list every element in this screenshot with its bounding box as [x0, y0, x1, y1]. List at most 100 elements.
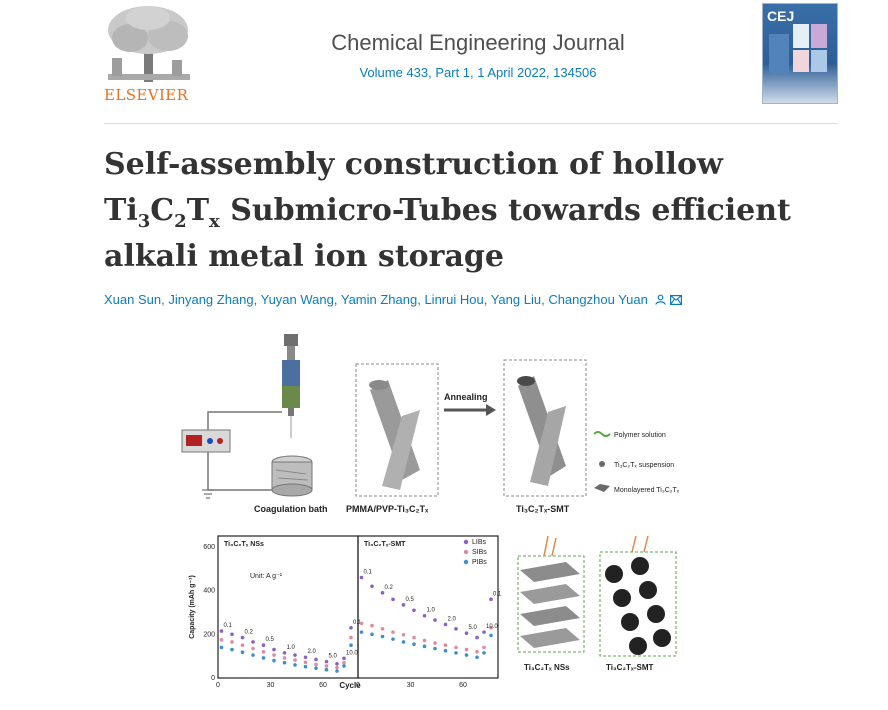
x-tick-label: 0: [356, 682, 360, 689]
data-point-sibs: [475, 649, 479, 654]
data-point-sibs: [380, 627, 385, 631]
data-point-sibs: [272, 653, 276, 657]
rate-label: 1.0: [427, 608, 436, 614]
graphical-abstract[interactable]: Coagulation bath PMMA/PVP-Ti₃C₂Tₓ Anneal…: [174, 330, 714, 710]
rate-label: 0.1: [364, 570, 373, 576]
envelope-icon[interactable]: [670, 293, 683, 308]
legend-marker-pibs: [463, 559, 469, 565]
author-link[interactable]: Yang Liu: [490, 292, 542, 307]
data-point-libs: [443, 622, 448, 627]
data-point-sibs: [359, 621, 364, 626]
smt-frame: [503, 359, 587, 497]
author-link[interactable]: Yuyan Wang: [260, 292, 334, 307]
data-point-sibs: [433, 641, 437, 645]
article-title: Self-assembly construction of hollow Ti3…: [104, 147, 791, 274]
data-point-pibs: [475, 655, 479, 660]
data-point-libs: [433, 618, 437, 622]
data-point-sibs: [293, 658, 297, 662]
data-point-libs: [454, 627, 458, 631]
data-point-sibs: [422, 638, 427, 643]
rate-label: 5.0: [469, 625, 478, 631]
data-point-libs: [293, 653, 297, 657]
author-link[interactable]: Linrui Hou: [424, 292, 484, 307]
data-point-libs: [380, 591, 385, 595]
data-point-pibs: [422, 644, 427, 649]
person-icon[interactable]: [655, 293, 667, 308]
data-point-pibs: [240, 650, 245, 655]
panel-right-title: Ti₃C₂Tₓ-SMT: [364, 541, 406, 548]
rate-label: 0.2: [245, 630, 254, 636]
data-point-pibs: [391, 637, 395, 641]
label-smt-array: Ti₃C₂Tₓ-SMT: [606, 663, 653, 672]
rate-label: 2.0: [448, 616, 457, 622]
x-tick-label: 60: [459, 682, 467, 689]
data-point-libs: [303, 655, 308, 660]
rate-label: 0.1: [353, 620, 362, 626]
data-point-libs: [335, 662, 339, 666]
volume-link[interactable]: Volume 433, Part 1: [359, 65, 471, 80]
data-point-pibs: [489, 633, 493, 638]
coagulation-bath-illustration: [271, 455, 313, 497]
rate-label: 0.5: [406, 597, 415, 603]
rate-label: 5.0: [329, 654, 338, 660]
data-point-sibs: [219, 637, 224, 642]
data-point-pibs: [314, 666, 318, 670]
data-point-pibs: [412, 642, 416, 646]
pmma-fiber-illustration: [369, 380, 420, 490]
x-tick-label: 60: [319, 682, 327, 689]
data-point-pibs: [303, 664, 308, 669]
label-pmma: PMMA/PVP-Ti₃C₂Tₓ: [346, 504, 429, 514]
label-smt: Ti₃C₂Tₓ-SMT: [516, 504, 570, 514]
data-point-libs: [412, 608, 416, 613]
data-point-pibs: [282, 660, 287, 665]
header-divider: [104, 123, 838, 124]
pmma-frame: [355, 363, 439, 497]
data-point-pibs: [370, 632, 374, 637]
smt-array-illustration: [599, 535, 677, 657]
legend-label: LIBs: [472, 539, 487, 546]
legend-polymer-swatch: [593, 431, 611, 437]
data-point-sibs: [370, 623, 374, 628]
data-point-libs: [482, 630, 486, 634]
rate-label: 0.5: [266, 637, 275, 643]
author-link[interactable]: Changzhou Yuan: [548, 292, 648, 307]
rate-label: 10.0: [346, 650, 358, 656]
x-tick-label: 30: [267, 682, 275, 689]
author-link[interactable]: Jinyang Zhang: [168, 292, 254, 307]
data-point-libs: [230, 632, 234, 637]
rate-label: 2.0: [308, 649, 317, 655]
author-link[interactable]: Xuan Sun: [104, 292, 162, 307]
data-point-sibs: [324, 664, 329, 668]
data-point-libs: [475, 635, 479, 640]
data-point-sibs: [335, 665, 339, 670]
data-point-libs: [464, 631, 469, 636]
author-link[interactable]: Yamin Zhang: [340, 292, 418, 307]
legend-mono: Monolayered Ti₃C₂Tₓ: [614, 487, 680, 494]
y-tick-label: 200: [203, 631, 215, 638]
data-point-sibs: [454, 645, 458, 650]
cover-abbrev: CEJ: [767, 8, 795, 24]
data-point-pibs: [359, 630, 364, 634]
data-point-sibs: [443, 643, 448, 648]
label-coagulation-bath: Coagulation bath: [254, 504, 328, 514]
data-point-pibs: [433, 646, 437, 651]
journal-cover[interactable]: CEJ: [762, 3, 838, 104]
data-point-sibs: [412, 635, 416, 640]
data-point-pibs: [293, 663, 297, 667]
volume-line: Volume 433, Part 1, 1 April 2022, 134506: [250, 65, 706, 80]
unit-label: Unit: A g⁻¹: [250, 573, 283, 580]
data-point-libs: [401, 603, 406, 607]
data-point-libs: [324, 659, 329, 664]
y-tick-label: 600: [203, 544, 215, 551]
elsevier-tree-logo[interactable]: [100, 2, 198, 106]
journal-title[interactable]: Chemical Engineering Journal: [331, 30, 625, 55]
data-point-pibs: [342, 664, 346, 668]
power-supply-illustration: [181, 411, 282, 499]
legend-label: PIBs: [472, 559, 487, 566]
y-axis-label: Capacity (mAh g⁻¹): [189, 575, 196, 639]
data-point-libs: [359, 575, 364, 580]
legend-label: SIBs: [472, 549, 487, 556]
syringe-illustration: [282, 334, 300, 438]
rate-label: 10.0: [486, 624, 498, 630]
data-point-sibs: [303, 660, 308, 665]
